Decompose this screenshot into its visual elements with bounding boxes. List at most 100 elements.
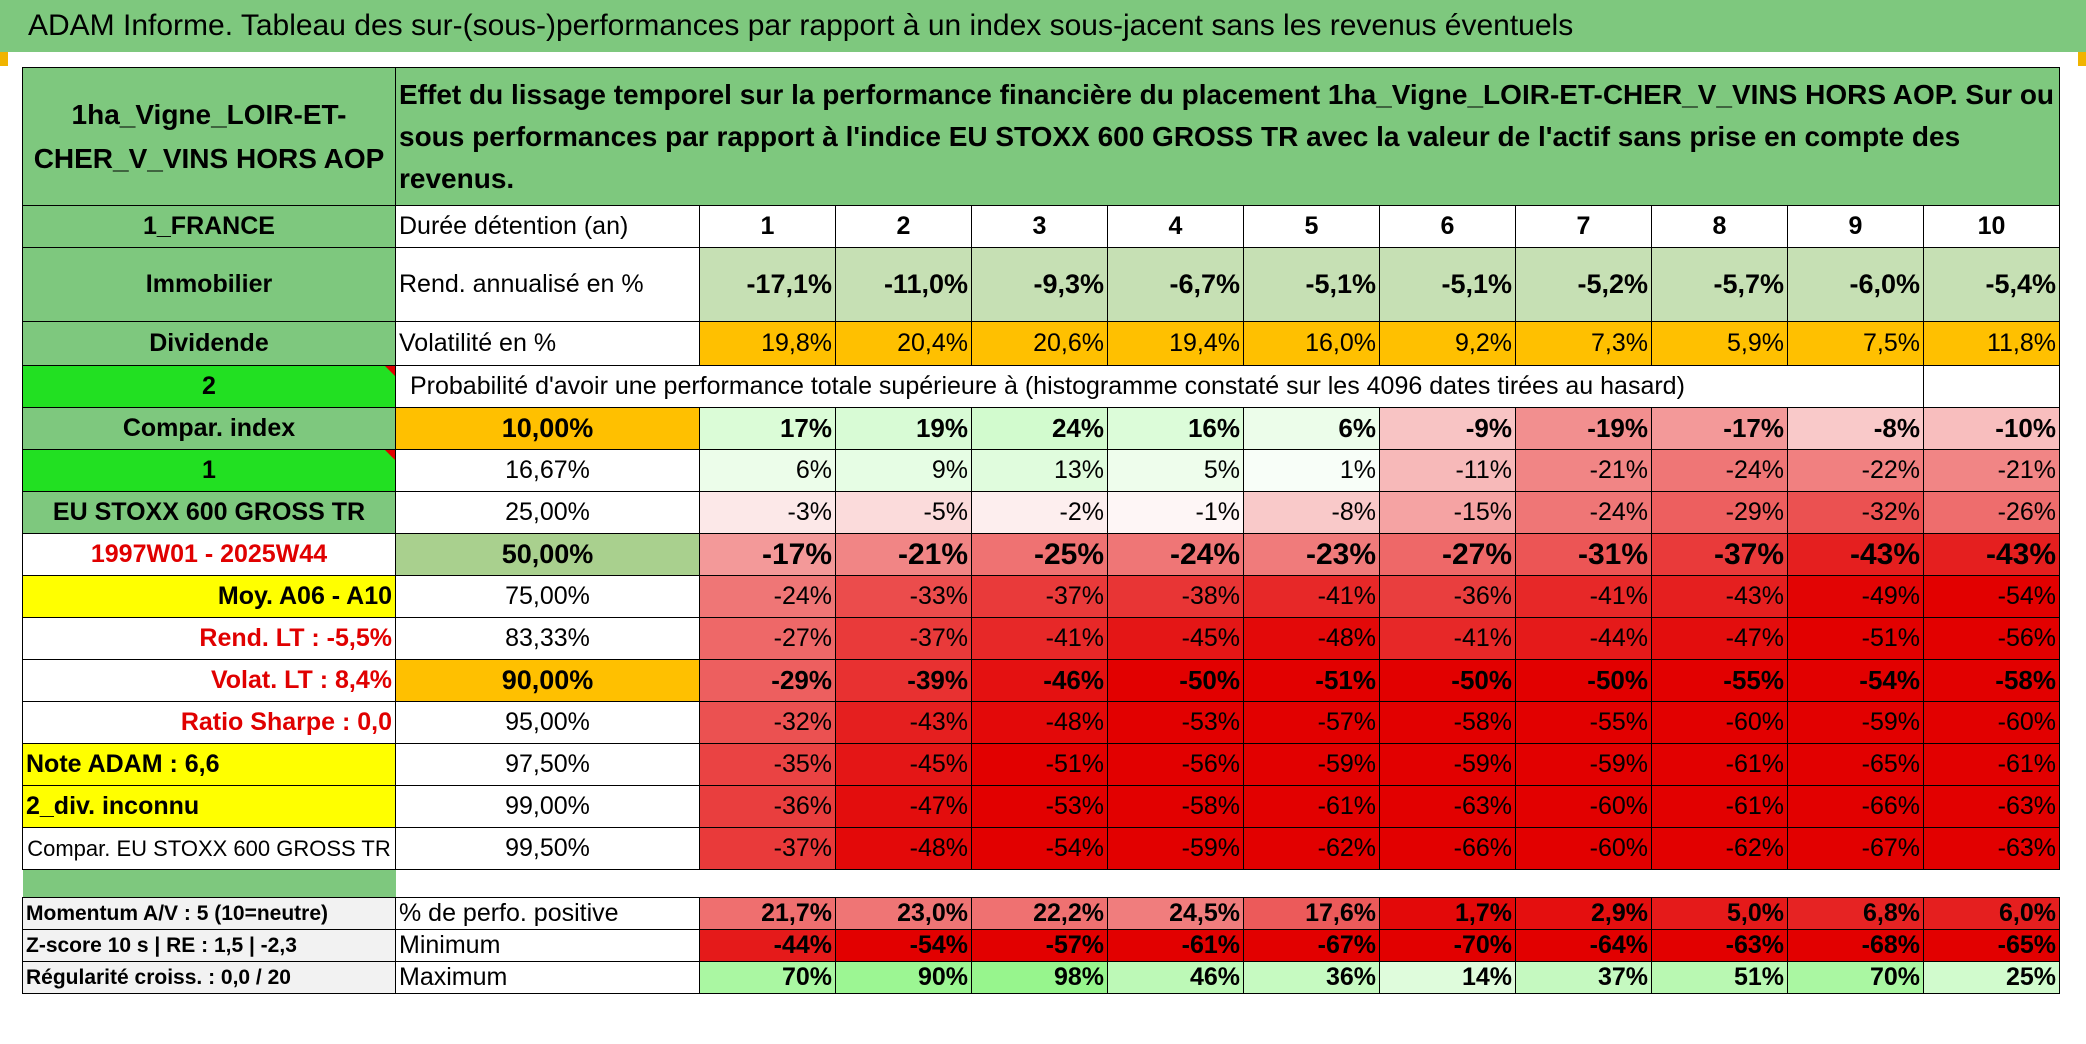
quantile-value: -58% [1107,785,1244,828]
quantile-value: -54% [1923,575,2060,618]
quantile-value: -36% [1379,575,1516,618]
quantile-row: Ratio Sharpe : 0,0 95,00% -32% -43% -48% -53%… [22,701,2060,744]
quantile-value: -21% [1515,449,1652,492]
stats-value: -63% [1651,929,1788,962]
compar-label: Compar. EU STOXX 600 GROSS TR [22,827,396,870]
duration-header: 2 [835,205,972,248]
quantile-value: -24% [1651,449,1788,492]
quantile-value: -54% [971,827,1108,870]
stats-value: -57% [971,929,1108,962]
quantile-row: Compar. EU STOXX 600 GROSS TR 99,50% -37% -… [22,827,2060,870]
quantile-value: -60% [1515,785,1652,828]
quantile-threshold: 75,00% [395,575,700,618]
stats-value: 25% [1923,961,2060,994]
quantile-value: -62% [1243,827,1380,870]
quantile-value: -26% [1923,491,2060,534]
div-label: 2_div. inconnu [22,785,396,828]
quantile-value: -55% [1651,659,1788,702]
rend-value: -6,0% [1787,247,1924,322]
duration-header: 7 [1515,205,1652,248]
note-label: Note ADAM : 6,6 [22,743,396,786]
country-label: 1_FRANCE [22,205,396,248]
quantile-value: -43% [1923,533,2060,576]
quantile-value: -23% [1243,533,1380,576]
dividend-label: Dividende [22,321,396,366]
quantile-value: -2% [971,491,1108,534]
quantile-value: -1% [1107,491,1244,534]
stats-value: 46% [1107,961,1244,994]
duration-header: 9 [1787,205,1924,248]
quantile-value: -59% [1787,701,1924,744]
quantile-value: -56% [1923,617,2060,660]
quantile-value: 1% [1243,449,1380,492]
stats-value: 17,6% [1243,897,1380,930]
quantile-value: -59% [1243,743,1380,786]
quantile-threshold: 25,00% [395,491,700,534]
quantile-value: 17% [699,407,836,450]
quantile-value: -63% [1923,827,2060,870]
quantile-threshold: 83,33% [395,617,700,660]
quantile-value: 5% [1107,449,1244,492]
vol-row-label: Volatilité en % [395,321,700,366]
quantile-value: -31% [1515,533,1652,576]
quantile-value: -9% [1379,407,1516,450]
rend-value: -5,7% [1651,247,1788,322]
report-title: ADAM Informe. Tableau des sur-(sous-)per… [0,0,2086,52]
quantile-value: -51% [971,743,1108,786]
quantile-value: -27% [699,617,836,660]
quantile-row: 1 16,67% 6% 9% 13% 5% 1% -11% -21% -24% -22% -21% [22,449,2060,492]
stats-value: 22,2% [971,897,1108,930]
quantile-row: Compar. index 10,00% 17% 19% 24% 16% 6% -9% -19%… [22,407,2060,450]
quantile-value: -24% [699,575,836,618]
code2-cell: 2 [22,365,396,408]
quantile-value: -27% [1379,533,1516,576]
quantile-value: -37% [1651,533,1788,576]
vol-value: 11,8% [1923,321,2060,366]
rend-row-label: Rend. annualisé en % [395,247,700,322]
quantile-value: -59% [1515,743,1652,786]
rend-value: -5,1% [1379,247,1516,322]
period-label: 1997W01 - 2025W44 [22,533,396,576]
stats-value: -61% [1107,929,1244,962]
quantile-row: Volat. LT : 8,4% 90,00% -29% -39% -46% -50% -5… [22,659,2060,702]
stats-value: 70% [699,961,836,994]
quantile-threshold: 10,00% [395,407,700,450]
stats-value: 37% [1515,961,1652,994]
quantile-value: -53% [1107,701,1244,744]
quantile-value: -63% [1379,785,1516,828]
vol-value: 19,4% [1107,321,1244,366]
quantile-value: -58% [1379,701,1516,744]
stats-value: 90% [835,961,972,994]
quantile-value: 6% [1243,407,1380,450]
quantile-value: -24% [1515,491,1652,534]
stats-left-label: Z-score 10 s | RE : 1,5 | -2,3 [22,929,396,962]
comment-indicator [385,450,395,460]
quantile-value: -5% [835,491,972,534]
quantile-value: -15% [1379,491,1516,534]
rend-value: -5,1% [1243,247,1380,322]
stats-row-label: % de perfo. positive [395,897,700,930]
quantile-value: -58% [1923,659,2060,702]
probability-label: Probabilité d'avoir une performance tota… [395,365,1788,408]
quantile-value: -61% [1651,785,1788,828]
quantile-value: -53% [971,785,1108,828]
quantile-value: 13% [971,449,1108,492]
rend-value: -9,3% [971,247,1108,322]
vol-value: 16,0% [1243,321,1380,366]
stats-value: -64% [1515,929,1652,962]
quantile-value: -51% [1787,617,1924,660]
rend-value: -5,2% [1515,247,1652,322]
quantile-value: -21% [1923,449,2060,492]
stats-value: 23,0% [835,897,972,930]
quantile-row: 2_div. inconnu 99,00% -36% -47% -53% -58% -61%… [22,785,2060,828]
quantile-value: -48% [835,827,972,870]
stats-value: 2,9% [1515,897,1652,930]
duration-header: 4 [1107,205,1244,248]
quantile-value: -41% [1379,617,1516,660]
moy-label: Moy. A06 - A10 [22,575,396,618]
quantile-row: Note ADAM : 6,6 97,50% -35% -45% -51% -56% -59… [22,743,2060,786]
stats-value: 36% [1243,961,1380,994]
quantile-value: 24% [971,407,1108,450]
quantile-value: -41% [971,617,1108,660]
duration-header: 6 [1379,205,1516,248]
